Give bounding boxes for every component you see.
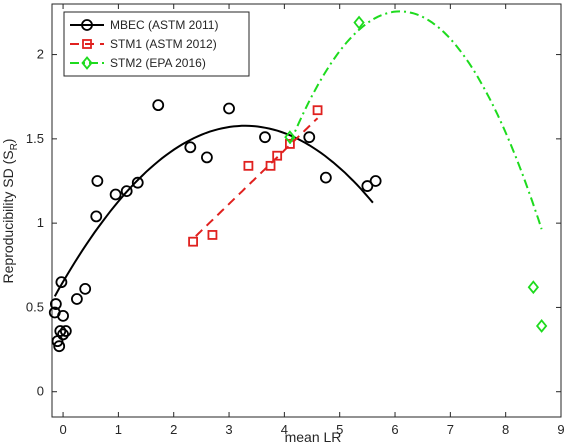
data-points	[48, 15, 548, 353]
data-point	[284, 130, 296, 145]
x-axis-label: mean LR	[285, 429, 342, 445]
y-tick-label: 1	[37, 215, 44, 230]
data-point	[54, 325, 67, 337]
data-point	[207, 230, 218, 240]
data-point	[303, 131, 316, 144]
data-point	[91, 175, 104, 187]
y-axis-label-close: )	[0, 139, 16, 144]
data-point	[285, 139, 295, 149]
y-axis-label-subscript: R	[9, 143, 20, 150]
legend-box	[63, 11, 250, 77]
data-point	[272, 150, 283, 161]
data-point	[188, 236, 198, 247]
x-tick-label: 7	[447, 422, 454, 437]
data-point	[79, 282, 92, 295]
data-point	[109, 188, 122, 201]
data-point	[55, 276, 68, 289]
x-tick-label: 8	[502, 422, 509, 437]
y-axis-label: Reproducibility SD (SR)	[0, 139, 20, 284]
x-tick-label: 4	[281, 422, 288, 437]
data-point	[184, 141, 197, 154]
data-point	[265, 160, 276, 171]
data-point	[353, 15, 365, 30]
data-point	[243, 160, 254, 171]
data-point	[131, 176, 144, 189]
data-point	[201, 151, 213, 164]
legend-marker	[81, 19, 93, 31]
data-point	[259, 131, 271, 144]
data-point	[120, 185, 133, 198]
data-point	[90, 210, 103, 223]
data-point	[70, 293, 83, 305]
data-point	[223, 102, 235, 115]
legend-label: STM1 (ASTM 2012)	[110, 37, 217, 51]
x-tick-label: 0	[59, 422, 66, 437]
y-tick-label: 0.5	[26, 299, 44, 314]
x-tick-label: 5	[336, 422, 343, 437]
data-point	[59, 325, 72, 337]
y-axis-label-main: Reproducibility SD (S	[0, 150, 16, 283]
legend-label: STM2 (EPA 2016)	[110, 56, 206, 70]
x-tick-label: 9	[557, 422, 564, 437]
x-tick-label: 3	[225, 422, 232, 437]
data-point	[312, 105, 323, 116]
x-tick-label: 2	[170, 422, 177, 437]
data-point	[53, 340, 66, 353]
data-point	[361, 180, 374, 192]
y-tick-label: 2	[37, 47, 44, 62]
data-point	[527, 280, 539, 295]
x-tick-label: 6	[391, 422, 398, 437]
y-tick-label: 1.5	[26, 131, 44, 146]
fit-line	[288, 10, 543, 230]
y-tick-label: 0	[37, 384, 44, 399]
data-point	[319, 171, 332, 184]
fit-line	[53, 124, 374, 297]
data-point	[57, 309, 69, 322]
x-tick-label: 1	[115, 422, 122, 437]
fit-line	[195, 117, 319, 237]
data-point	[535, 319, 548, 333]
fit-curves	[53, 10, 543, 297]
plot-frame	[51, 3, 562, 418]
data-point	[152, 99, 165, 112]
data-point	[57, 328, 69, 341]
data-point	[369, 175, 382, 187]
legend-marker	[81, 56, 93, 70]
legend-label: MBEC (ASTM 2011)	[110, 18, 218, 32]
axes: 0 1 2 3 4 5 6 7 8 9 0 0.5 1 1.5 2	[26, 3, 565, 437]
legend-marker	[82, 39, 92, 49]
data-point	[49, 298, 62, 310]
legend: MBEC (ASTM 2011) STM1 (ASTM 2012) STM2 (EP…	[63, 11, 250, 77]
